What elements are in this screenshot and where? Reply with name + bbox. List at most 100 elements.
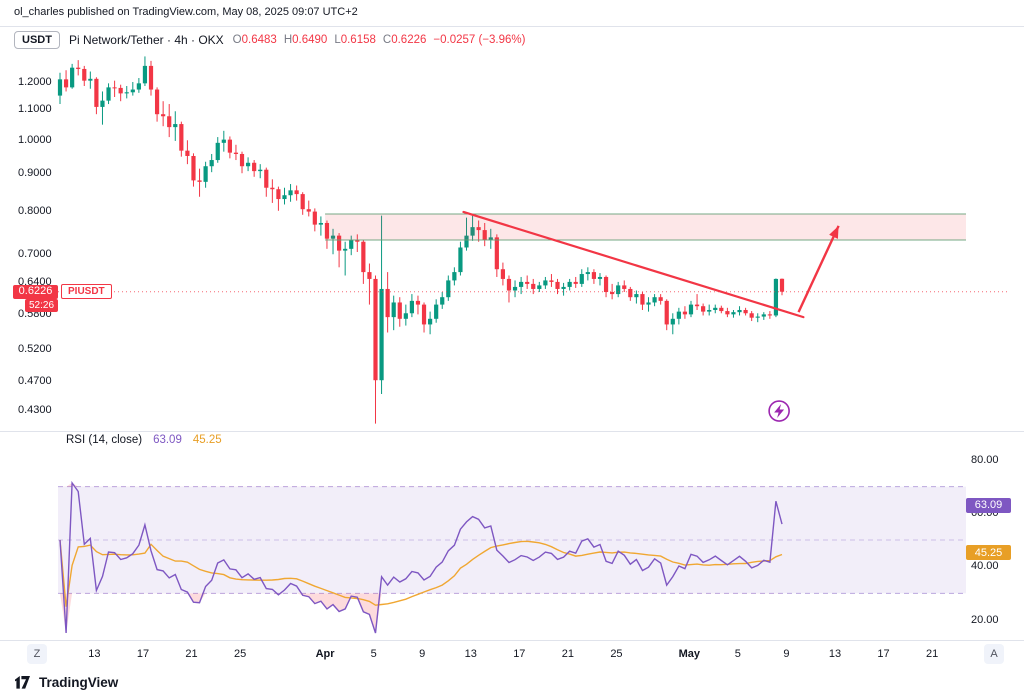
candle-body xyxy=(428,318,433,325)
time-axis-label: 5 xyxy=(370,648,377,660)
change-value: −0.0257 (−3.96%) xyxy=(433,34,526,46)
candle-body xyxy=(270,187,275,190)
price-axis-label: 1.2000 xyxy=(18,75,52,88)
candle-body xyxy=(409,300,414,314)
time-axis-label: 25 xyxy=(610,648,623,660)
candle-body xyxy=(616,285,621,295)
time-axis-label: 13 xyxy=(88,648,101,660)
candle-body xyxy=(185,150,190,156)
candle-body xyxy=(209,160,214,167)
candle-body xyxy=(349,239,354,249)
candle-body xyxy=(336,235,342,251)
candle-body xyxy=(161,114,166,117)
candle-body xyxy=(725,311,730,315)
rsi-band xyxy=(58,486,966,594)
candle-body xyxy=(57,79,63,96)
symbol-title[interactable]: Pi Network/Tether · 4h · OKX xyxy=(68,33,224,47)
candle-body xyxy=(767,314,772,316)
candle-body xyxy=(330,235,336,239)
rsi-indicator-title[interactable]: RSI (14, close) xyxy=(66,434,143,446)
candle-body xyxy=(458,247,463,273)
candle-body xyxy=(173,124,178,128)
candle-body xyxy=(688,304,694,315)
rsi-value: 63.09 xyxy=(153,434,182,446)
candle-body xyxy=(500,269,506,279)
candle-body xyxy=(252,162,257,172)
candle-body xyxy=(682,311,688,315)
candle-body xyxy=(628,288,633,298)
candle-body xyxy=(549,280,554,282)
time-axis-label: 9 xyxy=(419,648,426,660)
candle-body xyxy=(561,286,566,289)
candle-body xyxy=(379,288,384,381)
candle-body xyxy=(373,278,378,381)
candle-body xyxy=(397,302,402,319)
auto-scale-button[interactable]: A xyxy=(984,644,1004,664)
low-value: L0.6158 xyxy=(334,34,376,46)
time-axis-label: 17 xyxy=(136,648,150,660)
time-axis-label: 17 xyxy=(877,648,890,660)
candle-body xyxy=(245,162,251,167)
candle-body xyxy=(482,230,487,240)
candle-body xyxy=(300,194,305,210)
rsi-legend: RSI (14, close) 63.09 45.25 xyxy=(66,434,222,446)
candle-body xyxy=(215,142,220,161)
candle-body xyxy=(731,312,736,315)
candle-body xyxy=(294,190,299,195)
candle-body xyxy=(494,237,499,270)
candle-body xyxy=(361,241,366,273)
candle-body xyxy=(76,67,81,69)
candle-body xyxy=(622,285,627,289)
candle-body xyxy=(603,276,609,293)
lightning-bolt-glyph xyxy=(774,404,785,419)
rsi-axis-label: 20.00 xyxy=(971,613,999,626)
candle-body xyxy=(452,272,457,281)
price-axis-label: 1.0000 xyxy=(18,133,52,146)
candle-body xyxy=(343,248,348,251)
attribution-text: ol_charles published on TradingView.com,… xyxy=(14,6,358,18)
candle-body xyxy=(761,314,766,317)
price-axis-label: 0.4300 xyxy=(18,403,52,416)
candle-body xyxy=(694,304,700,307)
price-axis-label: 1.1000 xyxy=(18,103,52,116)
price-axis-label: 0.9000 xyxy=(18,167,52,180)
candle-body xyxy=(282,195,287,200)
candle-body xyxy=(239,153,245,167)
candle-body xyxy=(640,294,645,305)
candle-body xyxy=(264,169,269,188)
candle-body xyxy=(355,239,360,242)
candle-body xyxy=(701,306,706,312)
time-axis-label: 25 xyxy=(233,648,247,660)
candle-body xyxy=(658,297,663,301)
last-price-badge: 0.6226 xyxy=(13,284,58,299)
price-axis-label: 0.7000 xyxy=(18,247,52,260)
candle-body xyxy=(773,278,779,316)
tradingview-logo-icon xyxy=(15,676,30,689)
candle-body xyxy=(118,87,123,94)
price-axis-label: 0.4700 xyxy=(18,375,52,388)
candle-body xyxy=(421,304,427,325)
candle-body xyxy=(106,87,111,101)
candle-body xyxy=(197,180,202,182)
price-axis-label: 0.8000 xyxy=(18,205,52,218)
tradingview-logo[interactable]: TradingView xyxy=(13,675,118,690)
candle-body xyxy=(555,281,560,289)
timezone-button[interactable]: Z xyxy=(27,644,47,664)
quote-currency-chip[interactable]: USDT xyxy=(14,31,60,49)
time-axis-label: 21 xyxy=(561,648,574,660)
candle-body xyxy=(579,274,584,284)
breakout-arrow-shaft xyxy=(797,225,840,313)
candle-body xyxy=(664,300,669,325)
rsi-value-badge: 45.25 xyxy=(966,545,1011,561)
rsi-axis-label: 80.00 xyxy=(971,453,999,466)
candle-body xyxy=(719,307,724,312)
tradingview-logo-text: TradingView xyxy=(39,675,119,690)
candle-body xyxy=(676,311,681,319)
candle-body xyxy=(652,297,657,303)
candle-body xyxy=(713,307,718,310)
candle-body xyxy=(367,272,372,279)
candle-body xyxy=(191,155,196,181)
ohlc-values: O0.6483 H0.6490 L0.6158 C0.6226 −0.0257 … xyxy=(233,34,526,46)
